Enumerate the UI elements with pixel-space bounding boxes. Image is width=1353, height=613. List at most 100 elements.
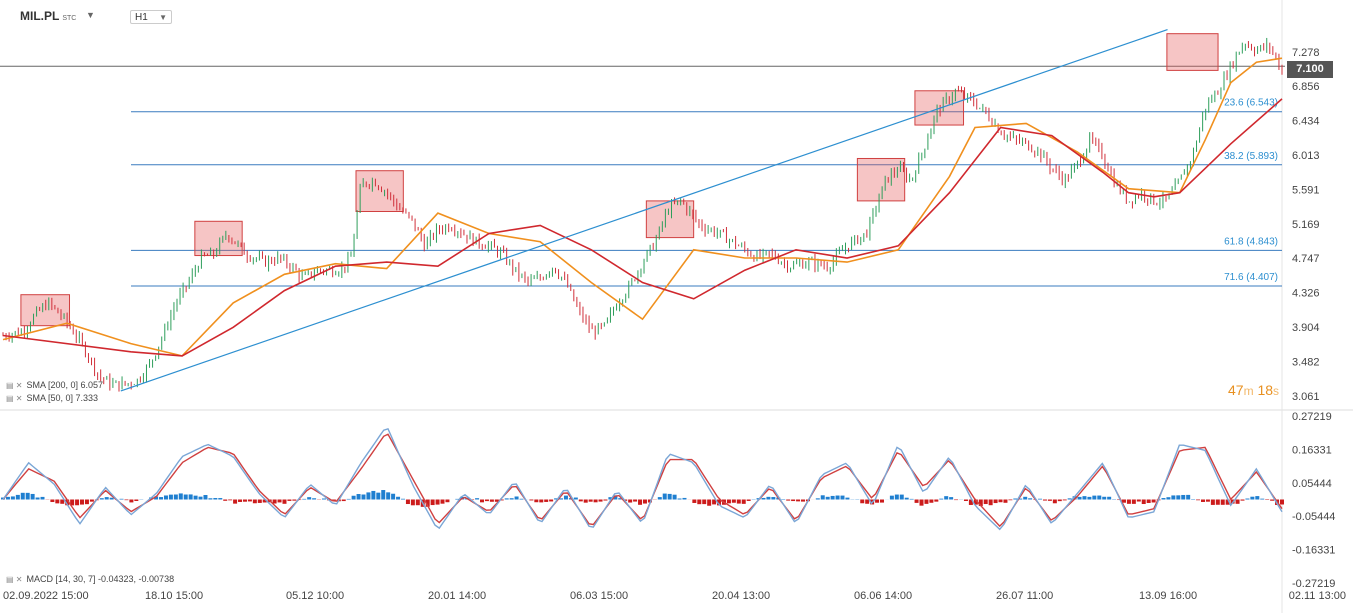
symbol-name[interactable]: MIL.PL STC xyxy=(20,9,77,23)
macd-histogram-bar xyxy=(880,499,885,503)
macd-histogram-bar xyxy=(99,498,104,500)
macd-histogram-bar xyxy=(638,499,643,505)
macd-histogram-bar xyxy=(455,498,460,500)
macd-histogram-bar xyxy=(30,493,35,500)
macd-histogram-bar xyxy=(366,492,371,500)
highlight-box xyxy=(1166,33,1219,71)
macd-signal-line xyxy=(2,433,1283,528)
macd-histogram-bar xyxy=(159,497,164,500)
macd-histogram-bar xyxy=(25,492,30,500)
macd-histogram-bar xyxy=(1245,498,1250,500)
macd-histogram-bar xyxy=(331,499,336,501)
macd-histogram-bar xyxy=(978,499,983,506)
macd-histogram-bar xyxy=(252,499,257,504)
macd-histogram-bar xyxy=(840,495,845,500)
macd-histogram-bar xyxy=(914,499,919,503)
macd-histogram-bar xyxy=(573,497,578,500)
settings-icon[interactable]: ▤ ✕ xyxy=(6,394,23,403)
macd-histogram-bar xyxy=(435,499,440,505)
macd-histogram-bar xyxy=(307,497,312,500)
macd-legend[interactable]: ▤ ✕ MACD [14, 30, 7] -0.04323, -0.00738 xyxy=(6,574,175,584)
macd-line xyxy=(2,427,1283,531)
timeframe-select[interactable]: H1 ▼ xyxy=(130,10,172,24)
macd-histogram-bar xyxy=(154,496,159,500)
macd-histogram-bar xyxy=(578,499,583,502)
macd-histogram-bar xyxy=(514,496,519,500)
macd-histogram-bar xyxy=(815,498,820,500)
macd-histogram-bar xyxy=(791,499,796,502)
macd-histogram-bar xyxy=(662,493,667,500)
price-tick-label: 7.278 xyxy=(1292,47,1320,59)
macd-histogram-bar xyxy=(603,499,608,501)
macd-histogram-bar xyxy=(351,495,356,500)
macd-histogram-bar xyxy=(124,499,129,501)
macd-histogram-bar xyxy=(559,498,564,500)
macd-histogram-bar xyxy=(376,492,381,500)
macd-histogram-bar xyxy=(480,499,485,503)
macd-histogram-bar xyxy=(213,498,218,500)
macd-histogram-bar xyxy=(677,498,682,500)
macd-histogram-bar xyxy=(845,497,850,500)
macd-histogram-bar xyxy=(1052,499,1057,504)
trend-line xyxy=(120,29,1168,392)
macd-histogram-bar xyxy=(292,499,297,501)
macd-histogram-bar xyxy=(667,493,672,500)
macd-histogram-bar xyxy=(692,499,697,503)
macd-histogram-bar xyxy=(534,499,539,503)
macd-histogram-bar xyxy=(830,495,835,500)
highlight-box xyxy=(856,157,906,202)
macd-histogram-bar xyxy=(20,492,25,500)
macd-histogram-bar xyxy=(771,497,776,500)
sma200-legend[interactable]: ▤ ✕ SMA [200, 0] 6.057 xyxy=(6,380,104,390)
macd-histogram-bar xyxy=(1107,496,1112,500)
macd-histogram-bar xyxy=(50,499,55,503)
macd-histogram-bar xyxy=(1171,495,1176,500)
macd-histogram-bar xyxy=(1097,495,1102,500)
macd-histogram-bar xyxy=(198,496,203,500)
macd-histogram-bar xyxy=(731,499,736,503)
settings-icon[interactable]: ▤ ✕ xyxy=(6,575,23,584)
macd-histogram-bar xyxy=(203,495,208,500)
symbol-dropdown-icon[interactable]: ▼ xyxy=(86,10,95,20)
macd-histogram-bar xyxy=(944,496,949,500)
macd-histogram-bar xyxy=(391,493,396,500)
price-tick-label: 3.904 xyxy=(1292,322,1320,334)
highlight-box xyxy=(194,220,243,257)
macd-histogram-bar xyxy=(504,498,509,500)
macd-histogram-bar xyxy=(588,499,593,502)
macd-histogram-bar xyxy=(1087,496,1092,500)
macd-histogram-bar xyxy=(820,495,825,500)
macd-histogram-bar xyxy=(1225,499,1230,505)
macd-histogram-bar xyxy=(988,499,993,506)
macd-histogram-bar xyxy=(109,497,114,500)
time-tick-label: 26.07 11:00 xyxy=(996,590,1053,602)
macd-histogram-bar xyxy=(889,495,894,500)
time-tick-label: 05.12 10:00 xyxy=(286,590,344,602)
macd-histogram-bar xyxy=(15,494,20,500)
macd-histogram-bar xyxy=(628,499,633,503)
macd-tick-label: -0.16331 xyxy=(1292,545,1335,557)
macd-histogram-bar xyxy=(84,499,89,505)
macd-histogram-bar xyxy=(1176,495,1181,500)
macd-histogram-bar xyxy=(499,499,504,501)
macd-histogram-bar xyxy=(233,499,238,504)
macd-histogram-bar xyxy=(529,499,534,501)
sma50-legend[interactable]: ▤ ✕ SMA [50, 0] 7.333 xyxy=(6,393,99,403)
macd-histogram-bar xyxy=(1023,496,1028,500)
macd-histogram-bar xyxy=(341,499,346,502)
macd-histogram-bar xyxy=(405,499,410,505)
macd-histogram-bar xyxy=(929,499,934,503)
macd-histogram-bar xyxy=(697,499,702,505)
macd-histogram-bar xyxy=(1062,499,1067,501)
macd-histogram-bar xyxy=(1126,499,1131,504)
macd-histogram-bar xyxy=(119,498,124,500)
macd-histogram-bar xyxy=(563,495,568,500)
price-tick-label: 5.591 xyxy=(1292,184,1320,196)
macd-histogram-bar xyxy=(415,499,420,506)
macd-histogram-bar xyxy=(835,495,840,500)
macd-histogram-bar xyxy=(786,499,791,501)
macd-histogram-bar xyxy=(282,499,287,504)
settings-icon[interactable]: ▤ ✕ xyxy=(6,381,23,390)
macd-histogram-bar xyxy=(702,499,707,505)
